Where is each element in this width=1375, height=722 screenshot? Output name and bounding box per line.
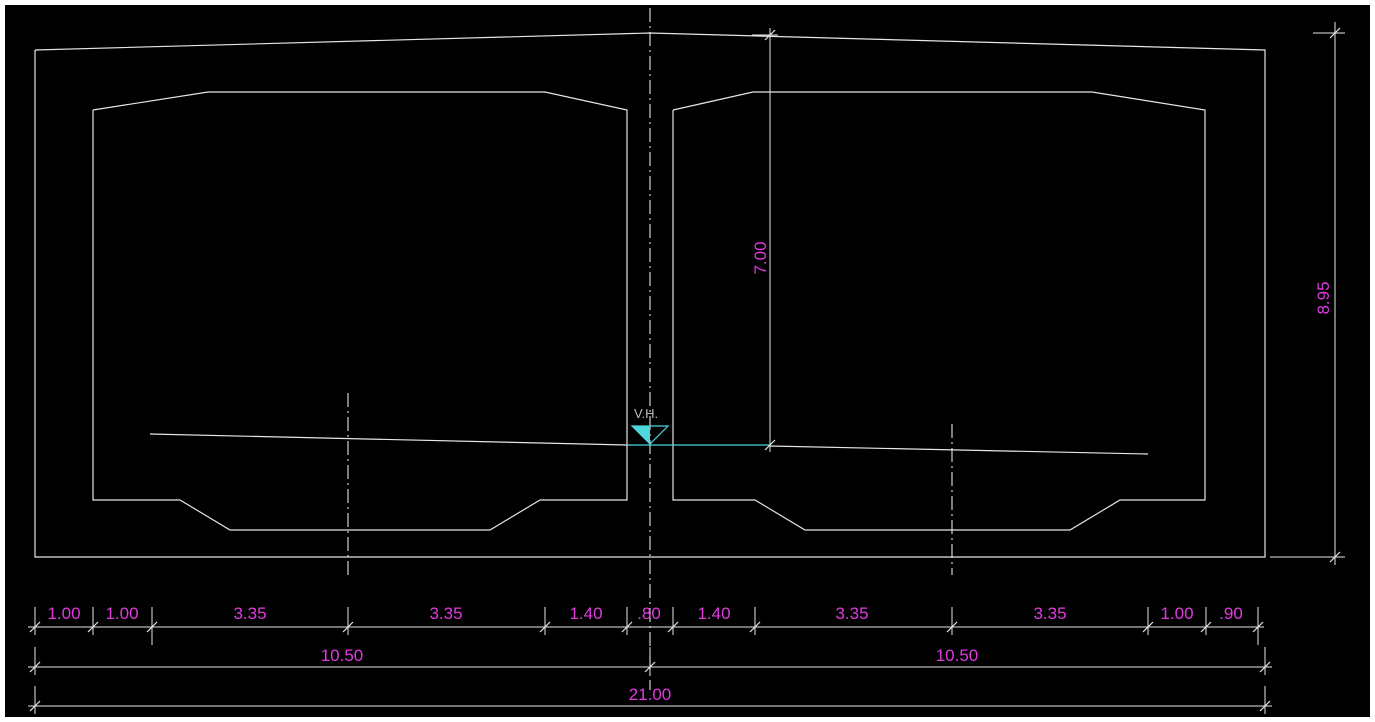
dim-text-left-half: 10.50 (321, 646, 364, 665)
deck-slope-line-left (149, 433, 628, 446)
dim-text-segment: .80 (637, 604, 661, 623)
dim-text-segment: 1.00 (47, 604, 80, 623)
dim-text-segment: 1.00 (105, 604, 138, 623)
water-level-label: V.H. (634, 406, 658, 421)
dim-text-total-height: 8.95 (1314, 281, 1333, 314)
dim-text-segment: 3.35 (835, 604, 868, 623)
dim-text-inner-height: 7.00 (751, 241, 770, 274)
dim-text-segment: 3.35 (429, 604, 462, 623)
dim-text-segment: 1.40 (697, 604, 730, 623)
dim-text-segment: 3.35 (233, 604, 266, 623)
dim-text-segment: 3.35 (1033, 604, 1066, 623)
bridge-cross-section-drawing: V.H. 7.00 8.95 1.00 (28, 8, 1345, 714)
dim-text-segment: .90 (1219, 604, 1243, 623)
cad-viewport[interactable]: V.H. 7.00 8.95 1.00 (5, 5, 1370, 717)
right-cell-outline (672, 91, 1206, 531)
left-cell-outline (92, 91, 628, 531)
dim-text-total-width: 21.00 (629, 685, 672, 704)
outer-section-outline (34, 32, 1266, 558)
dim-text-segment: 1.40 (569, 604, 602, 623)
triangle-down-fill (632, 426, 650, 444)
dim-text-segment: 1.00 (1160, 604, 1193, 623)
dim-text-right-half: 10.50 (936, 646, 979, 665)
segment-extension-lines (34, 607, 1259, 645)
deck-slope-line-right (769, 445, 1149, 455)
